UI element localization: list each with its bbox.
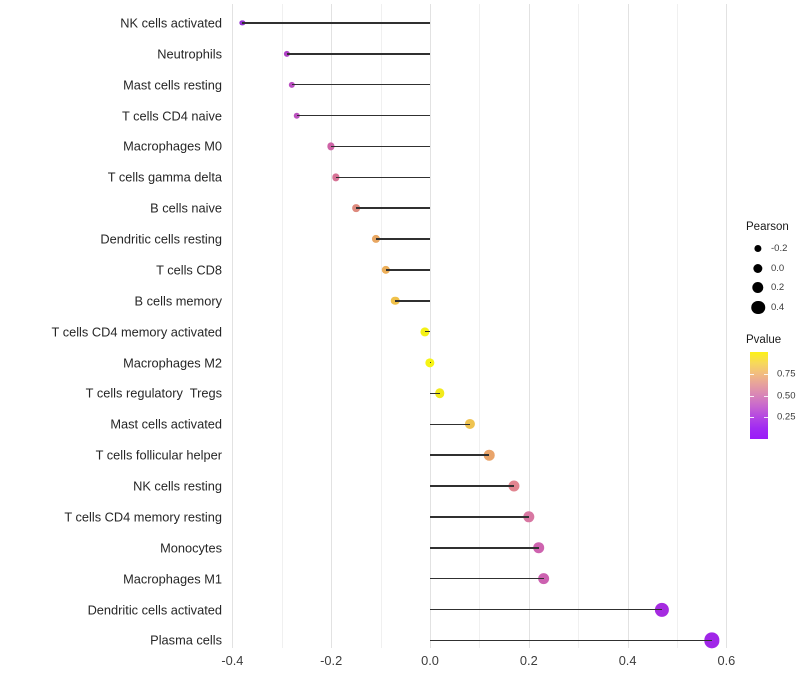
gridline-minor: [281, 4, 283, 648]
y-axis-label: B cells naive: [150, 200, 222, 216]
size-legend-dot: [754, 245, 762, 253]
size-legend-label: 0.2: [771, 282, 785, 294]
gridline-major: [528, 4, 530, 648]
pvalue-tick-notch: [764, 395, 768, 397]
lollipop-dot: [508, 480, 520, 492]
lollipop-dot: [532, 541, 545, 554]
y-axis-label: T cells regulatory Tregs: [85, 385, 222, 401]
x-tick-label: 0.2: [519, 653, 538, 668]
lollipop-dot: [435, 388, 445, 399]
y-axis-label: Macrophages M1: [123, 571, 222, 587]
y-axis-label: Dendritic cells resting: [100, 231, 222, 247]
size-legend-item: 0.0: [746, 259, 789, 279]
pvalue-color-legend: Pvalue 0.75 0.50 0.25: [746, 334, 796, 439]
pvalue-tick-notch: [764, 373, 768, 375]
size-legend-dot: [751, 300, 765, 314]
y-axis-label: B cells memory: [134, 293, 222, 309]
lollipop-stem: [430, 577, 544, 580]
y-axis-label: NK cells activated: [120, 15, 222, 31]
lollipop-stem: [336, 176, 430, 179]
color-legend-title: Pvalue: [746, 334, 782, 346]
pvalue-tick-notch: [764, 417, 768, 419]
x-tick-label: 0.6: [717, 653, 736, 668]
lollipop-stem: [430, 639, 712, 642]
lollipop-stem: [430, 423, 470, 426]
lollipop-dot: [523, 511, 535, 523]
size-legend-items: -0.2 0.0 0.2 0.4: [746, 239, 789, 317]
gridline-major: [627, 4, 629, 648]
x-tick-label: 0.0: [421, 653, 439, 668]
size-legend-dot: [753, 263, 763, 273]
lollipop-stem: [375, 238, 430, 240]
pvalue-tick-notch: [750, 395, 754, 397]
gridline-major: [726, 4, 728, 648]
lollipop-stem: [430, 516, 529, 518]
lollipop-stem: [430, 608, 663, 611]
lollipop-stem: [331, 145, 430, 148]
pvalue-tick-label: 0.75: [777, 368, 796, 380]
lollipop-dot: [655, 602, 670, 617]
y-axis-label: T cells gamma delta: [107, 169, 222, 185]
lollipop-dot: [464, 419, 475, 430]
pvalue-tick-notch: [750, 373, 754, 375]
size-legend-item: 0.4: [746, 298, 789, 318]
pvalue-tick-label: 0.50: [777, 390, 796, 401]
gridline-minor: [578, 4, 580, 648]
lollipop-stem: [430, 454, 490, 456]
y-axis-label: Neutrophils: [157, 46, 222, 62]
lollipop-dot: [483, 449, 495, 461]
size-legend-title: Pearson: [746, 221, 789, 233]
gridline-minor: [479, 4, 481, 648]
pvalue-gradient-wrap: 0.75 0.50 0.25: [750, 352, 796, 439]
x-tick-label: -0.4: [221, 653, 244, 668]
size-legend-item: -0.2: [746, 239, 789, 259]
y-axis-label: Dendritic cells activated: [87, 602, 222, 618]
lollipop-stem: [430, 547, 539, 549]
y-axis-label: T cells CD4 memory activated: [51, 324, 222, 340]
lollipop-stem: [430, 392, 440, 395]
lollipop-stem: [286, 53, 430, 55]
y-axis-label: T cells CD8: [156, 262, 222, 278]
gridline-major: [430, 4, 431, 648]
y-axis-label: T cells CD4 memory resting: [64, 509, 222, 525]
lollipop-stem: [430, 485, 514, 487]
lollipop-stem: [395, 300, 430, 302]
y-axis-label: Macrophages M2: [123, 355, 222, 371]
lollipop-dot: [537, 572, 550, 585]
x-tick-label: 0.4: [618, 653, 637, 668]
y-axis-label: NK cells resting: [133, 478, 222, 494]
size-legend-item: 0.2: [746, 278, 789, 298]
lollipop-stem: [425, 330, 430, 333]
gridline-minor: [677, 4, 678, 648]
x-tick-label: -0.2: [320, 653, 343, 668]
gridline-minor: [380, 4, 382, 648]
size-legend-label: -0.2: [771, 243, 788, 255]
y-axis-label: Plasma cells: [150, 632, 222, 648]
y-axis-label: Mast cells resting: [123, 77, 222, 93]
y-axis-label: Macrophages M0: [123, 138, 222, 154]
pvalue-gradient-bar: [750, 352, 768, 439]
y-axis-label: Monocytes: [160, 540, 222, 556]
y-axis-label: T cells CD4 naive: [121, 108, 222, 124]
lollipop-stem: [355, 207, 430, 209]
size-legend-label: 0.4: [771, 301, 785, 313]
gridline-major: [232, 4, 234, 648]
lollipop-stem: [430, 361, 431, 364]
pvalue-tick-label: 0.25: [777, 411, 796, 423]
y-axis-label: Mast cells activated: [110, 416, 222, 432]
y-axis-label: T cells follicular helper: [95, 447, 222, 463]
lollipop-stem: [242, 22, 430, 24]
size-legend-label: 0.0: [771, 262, 785, 274]
gridline-major: [331, 4, 333, 648]
lollipop-stem: [291, 83, 430, 86]
size-legend-dot: [752, 282, 764, 294]
lollipop-dot: [703, 632, 720, 649]
lollipop-stem: [296, 114, 430, 117]
pvalue-tick-notch: [750, 417, 754, 419]
pearson-size-legend: Pearson -0.2 0.0 0.2 0.4: [746, 221, 789, 317]
lollipop-stem: [385, 269, 430, 271]
